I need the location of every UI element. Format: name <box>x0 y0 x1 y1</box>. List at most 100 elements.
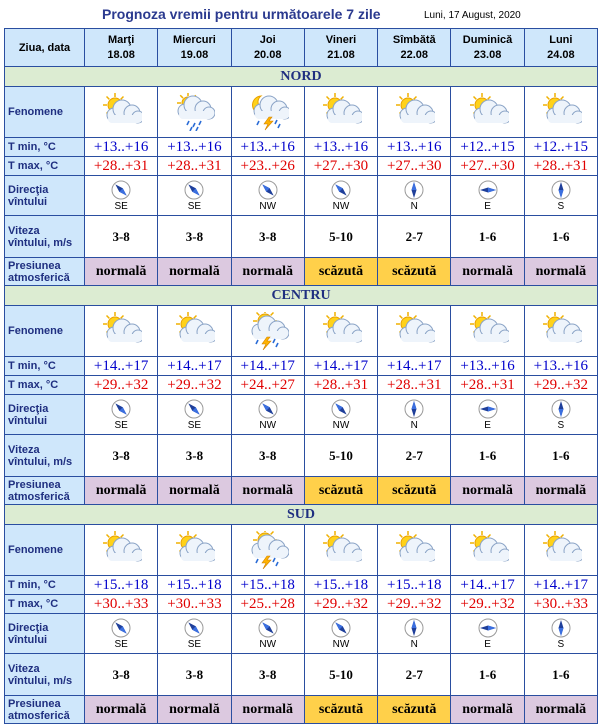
tmax-row: T max, °C +28..+31 +28..+31 +23..+26 +27..+3… <box>4 156 599 176</box>
tmin-value: +14..+17 <box>230 356 305 376</box>
sun-cloud-icon <box>305 93 376 131</box>
wind-speed-label: Viteza vîntului, m/s <box>4 434 85 477</box>
wind-speed-value: 1-6 <box>523 434 599 477</box>
region-title: CENTRU <box>4 285 598 306</box>
day-header: Joi 20.08 <box>230 28 305 67</box>
sun-cloud-icon <box>86 93 157 131</box>
day-date-label: Ziua, data <box>4 28 85 67</box>
compass-arrow-icon <box>258 399 278 419</box>
tmin-label: T min, °C <box>4 356 85 376</box>
tmax-value: +24..+27 <box>230 375 305 395</box>
wind-speed-value: 3-8 <box>230 215 305 258</box>
day-name: Miercuri <box>173 33 216 46</box>
tmin-row: T min, °C +15..+18 +15..+18 +15..+18 +15..+1… <box>4 575 599 595</box>
wind-direction: SE <box>159 180 230 212</box>
wind-speed-value: 1-6 <box>523 653 599 696</box>
tmax-value: +29..+32 <box>377 594 452 614</box>
compass-arrow-icon <box>404 180 424 200</box>
tmin-value: +13..+16 <box>450 356 525 376</box>
tmin-value: +14..+17 <box>157 356 232 376</box>
tmax-value: +28..+31 <box>450 375 525 395</box>
compass-arrow-icon <box>258 618 278 638</box>
tmax-value: +28..+31 <box>523 156 599 176</box>
wind-direction: N <box>379 618 450 650</box>
pressure-value: normală <box>230 257 305 286</box>
wind-direction-row: Direcţia vîntului SE SE NW NW N E S <box>4 613 599 654</box>
wind-speed-value: 3-8 <box>230 653 305 696</box>
wind-direction: NW <box>232 399 303 431</box>
tmax-row: T max, °C +30..+33 +30..+33 +25..+28 +29..+3… <box>4 594 599 614</box>
day-date: 21.08 <box>327 48 355 61</box>
wind-direction: E <box>452 618 523 650</box>
wind-direction-row: Direcţia vîntului SE SE NW NW N E S <box>4 175 599 216</box>
wind-direction-text: SE <box>114 419 128 431</box>
compass-arrow-icon <box>478 180 498 200</box>
tmax-value: +29..+32 <box>523 375 599 395</box>
phenomena-label: Fenomene <box>4 86 85 138</box>
compass-arrow-icon <box>551 180 571 200</box>
tmin-value: +14..+17 <box>83 356 159 376</box>
compass-arrow-icon <box>184 399 204 419</box>
tmax-value: +27..+30 <box>450 156 525 176</box>
wind-direction: NW <box>305 399 376 431</box>
day-name: Luni <box>549 33 573 46</box>
tmin-value: +12..+15 <box>523 137 599 157</box>
phenomena-row: Fenomene <box>4 305 599 357</box>
pressure-value: normală <box>230 476 305 505</box>
wind-direction-text: NW <box>332 200 350 212</box>
wind-speed-value: 3-8 <box>230 434 305 477</box>
region-title: SUD <box>4 504 598 525</box>
wind-speed-value: 3-8 <box>157 653 232 696</box>
tmax-row: T max, °C +29..+32 +29..+32 +24..+27 +28..+3… <box>4 375 599 395</box>
wind-speed-value: 2-7 <box>377 215 452 258</box>
compass-arrow-icon <box>478 399 498 419</box>
wind-speed-value: 5-10 <box>303 215 379 258</box>
tmin-value: +14..+17 <box>523 575 599 595</box>
sun-cloud-icon <box>86 531 157 569</box>
day-name: Duminică <box>462 33 513 46</box>
day-header: Miercuri 19.08 <box>157 28 232 67</box>
day-date: 19.08 <box>180 48 209 61</box>
wind-speed-value: 2-7 <box>377 653 452 696</box>
phenomena-row: Fenomene <box>4 524 599 576</box>
day-header: Luni 24.08 <box>523 28 599 67</box>
tmax-value: +27..+30 <box>303 156 379 176</box>
wind-direction-text: N <box>410 419 418 431</box>
tmin-value: +15..+18 <box>377 575 452 595</box>
wind-direction-text: S <box>557 638 565 650</box>
pressure-value: normală <box>157 257 232 286</box>
wind-direction: S <box>525 618 596 650</box>
phenomena-label: Fenomene <box>4 305 85 357</box>
wind-speed-label: Viteza vîntului, m/s <box>4 215 85 258</box>
wind-direction-label: Direcţia vîntului <box>4 175 85 216</box>
tmax-value: +28..+31 <box>377 375 452 395</box>
pressure-value: scăzută <box>377 257 452 286</box>
wind-direction-text: SE <box>187 419 202 431</box>
cloud-rain-icon <box>159 93 230 131</box>
sun-cloud-icon <box>379 93 450 131</box>
wind-direction-text: N <box>410 638 418 650</box>
sun-cloud-icon <box>452 531 523 569</box>
page-title: Prognoza vremii pentru următoarele 7 zil… <box>102 6 381 22</box>
wind-direction-text: NW <box>332 419 350 431</box>
sun-cloud-icon <box>379 531 450 569</box>
pressure-row: Presiunea atmosferică normală normală norma… <box>4 476 599 505</box>
forecast-table: Ziua, data Marţi 18.08 Miercuri 19.08 Joi 20.0… <box>4 28 599 724</box>
wind-direction: SE <box>86 399 157 431</box>
wind-direction: N <box>379 180 450 212</box>
page-header: Prognoza vremii pentru următoarele 7 zil… <box>0 0 600 28</box>
wind-direction-text: S <box>557 200 565 212</box>
wind-direction: NW <box>232 618 303 650</box>
compass-arrow-icon <box>184 180 204 200</box>
sun-cloud-icon <box>159 312 230 350</box>
wind-speed-row: Viteza vîntului, m/s 3-8 3-8 3-8 5-10 2-7 1-6 1… <box>4 653 599 696</box>
tmax-value: +29..+32 <box>450 594 525 614</box>
tmin-value: +15..+18 <box>303 575 379 595</box>
compass-arrow-icon <box>331 618 351 638</box>
tmin-label: T min, °C <box>4 137 85 157</box>
wind-direction-text: E <box>484 200 491 212</box>
wind-speed-value: 1-6 <box>450 653 525 696</box>
wind-direction: E <box>452 180 523 212</box>
tmin-value: +13..+16 <box>377 137 452 157</box>
wind-direction: S <box>525 180 596 212</box>
